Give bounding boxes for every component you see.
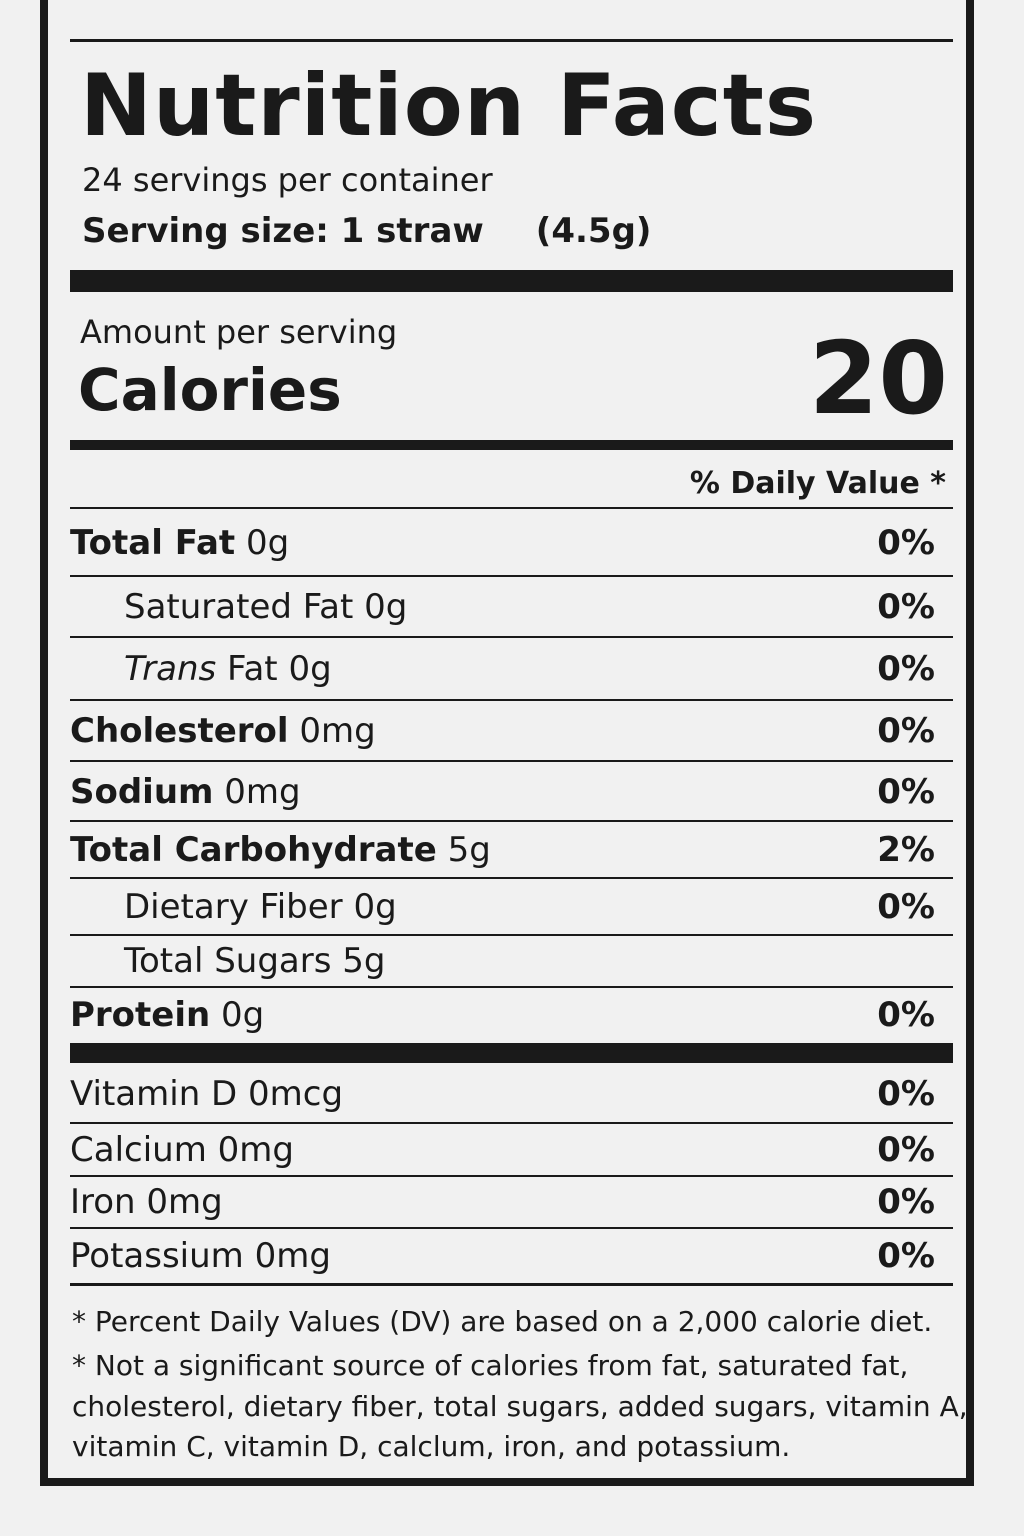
nutrient-row-total-fat: Total Fat 0g 0% (70, 512, 953, 574)
row-divider (70, 820, 953, 822)
nutrient-name: Total Fat 0g (70, 523, 290, 563)
nutrient-dv: 2% (877, 830, 935, 870)
amount-per-serving: Amount per serving (80, 313, 398, 351)
label-title: Nutrition Facts (80, 56, 818, 156)
daily-value-header: % Daily Value * (689, 466, 946, 501)
nutrient-row-saturated-fat: Saturated Fat 0g 0% (70, 578, 953, 636)
vitamin-dv: 0% (877, 1074, 935, 1114)
vitamin-row-calcium: Calcium 0mg 0% (70, 1124, 953, 1176)
nutrient-row-protein: Protein 0g 0% (70, 988, 953, 1042)
nutrient-name: Total Sugars 5g (124, 941, 386, 981)
nutrient-dv: 0% (877, 649, 935, 689)
medium-rule (70, 440, 953, 450)
vitamin-dv: 0% (877, 1130, 935, 1170)
row-divider (70, 986, 953, 988)
nutrient-name: Protein 0g (70, 995, 265, 1035)
row-divider (70, 575, 953, 577)
nutrient-row-total-carbohydrate: Total Carbohydrate 5g 2% (70, 823, 953, 877)
vitamin-row-iron: Iron 0mg 0% (70, 1177, 953, 1227)
nutrient-row-trans-fat: Trans Fat 0g 0% (70, 639, 953, 699)
vitamin-name: Iron 0mg (70, 1182, 223, 1222)
nutrient-row-dietary-fiber: Dietary Fiber 0g 0% (70, 880, 953, 934)
nutrition-label (40, 0, 974, 1486)
footnote-not-significant-3: vitamin C, vitamin D, calclum, iron, and… (72, 1430, 791, 1463)
row-divider (70, 636, 953, 638)
nutrient-dv: 0% (877, 995, 935, 1035)
nutrient-name: Total Carbohydrate 5g (70, 830, 491, 870)
vitamin-name: Calcium 0mg (70, 1130, 294, 1170)
nutrient-row-total-sugars: Total Sugars 5g (70, 936, 953, 986)
row-divider (70, 934, 953, 936)
vitamin-name: Potassium 0mg (70, 1236, 331, 1276)
thick-rule-2 (70, 1043, 953, 1063)
footnote-not-significant-2: cholesterol, dietary fiber, total sugars… (72, 1390, 968, 1423)
serving-size: Serving size: 1 straw (4.5g) (82, 210, 651, 252)
nutrient-name: Trans Fat 0g (124, 649, 332, 689)
footnote-not-significant-1: * Not a significant source of calories f… (72, 1349, 909, 1382)
footnote-dv: * Percent Daily Values (DV) are based on… (72, 1305, 933, 1338)
nutrient-name: Sodium 0mg (70, 771, 301, 812)
nutrient-row-sodium: Sodium 0mg 0% (70, 763, 953, 820)
row-divider (70, 699, 953, 701)
vitamin-dv: 0% (877, 1182, 935, 1222)
calories-value: 20 (808, 320, 948, 437)
nutrient-name: Cholesterol 0mg (70, 711, 376, 751)
vitamin-name: Vitamin D 0mcg (70, 1074, 344, 1114)
rule-dv (70, 507, 953, 509)
nutrient-row-cholesterol: Cholesterol 0mg 0% (70, 702, 953, 760)
serving-size-weight: (4.5g) (535, 211, 652, 251)
nutrient-dv: 0% (877, 887, 935, 927)
calories-label: Calories (78, 356, 342, 424)
serving-size-label: Serving size: 1 straw (82, 211, 484, 251)
nutrient-dv: 0% (877, 587, 935, 627)
top-rule (70, 39, 953, 42)
row-divider (70, 1227, 953, 1229)
nutrient-name: Dietary Fiber 0g (124, 887, 397, 927)
nutrient-dv: 0% (877, 771, 935, 812)
vitamin-row-potassium: Potassium 0mg 0% (70, 1229, 953, 1283)
nutrient-name: Saturated Fat 0g (124, 587, 408, 627)
servings-per-container: 24 servings per container (82, 161, 493, 199)
bottom-rule (70, 1283, 953, 1286)
vitamin-row-vitamin-d: Vitamin D 0mcg 0% (70, 1066, 953, 1122)
row-divider (70, 760, 953, 762)
thick-rule-1 (70, 270, 953, 292)
row-divider (70, 1175, 953, 1177)
row-divider (70, 1122, 953, 1124)
nutrient-dv: 0% (877, 523, 935, 563)
vitamin-dv: 0% (877, 1236, 935, 1276)
nutrient-dv: 0% (877, 711, 935, 751)
row-divider (70, 877, 953, 879)
